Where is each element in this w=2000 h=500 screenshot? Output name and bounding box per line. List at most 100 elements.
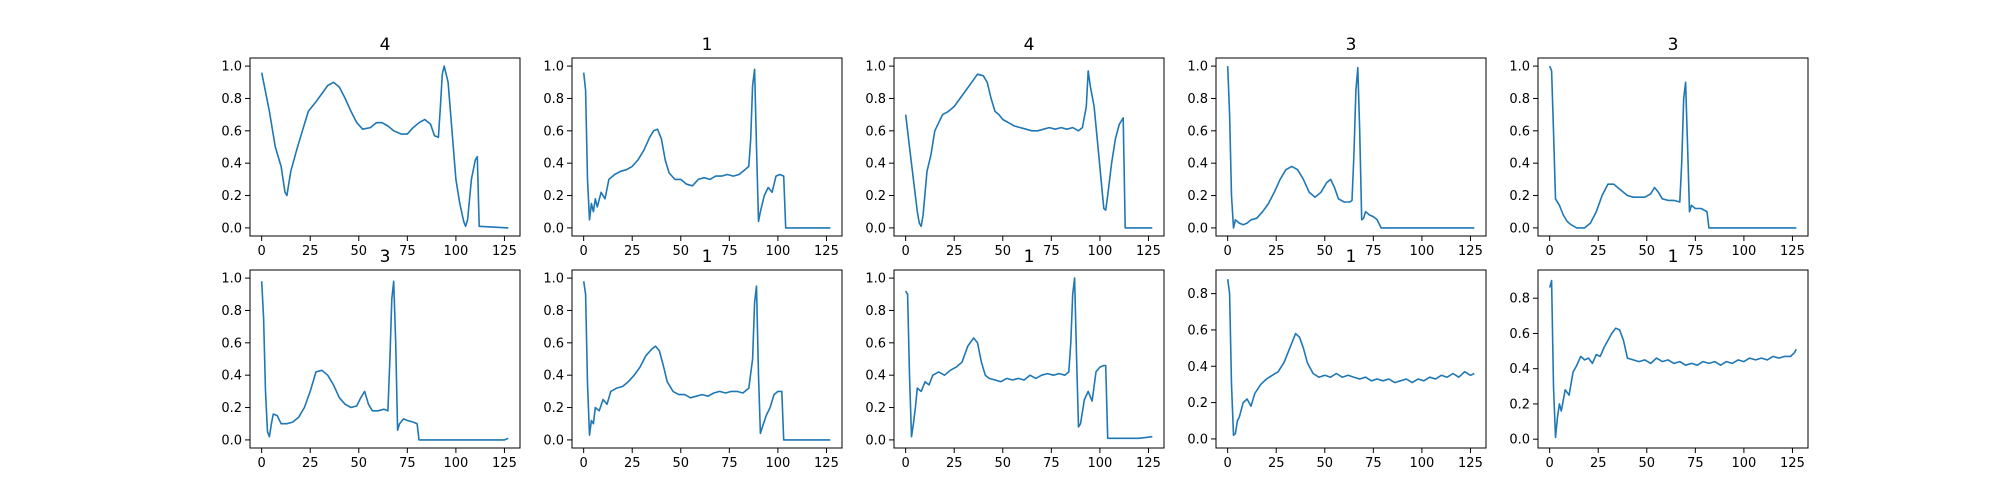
y-tick-label: 1.0 xyxy=(543,60,564,75)
x-tick-label: 100 xyxy=(443,244,468,259)
series-line xyxy=(1548,279,1798,439)
y-tick-label: 0.0 xyxy=(1509,433,1530,448)
x-tick-label: 0 xyxy=(258,456,266,471)
subplot-title: 3 xyxy=(1346,35,1357,55)
series-line xyxy=(260,65,509,229)
subplot-title: 3 xyxy=(380,247,391,267)
x-tick-label: 50 xyxy=(1317,456,1334,471)
subplot-title: 1 xyxy=(702,35,713,55)
x-tick-label: 100 xyxy=(765,456,790,471)
y-tick-label: 0.2 xyxy=(1187,396,1208,411)
x-tick-label: 100 xyxy=(1731,456,1756,471)
series-line xyxy=(260,280,509,441)
y-tick-label: 0.2 xyxy=(865,401,886,416)
y-tick-label: 0.4 xyxy=(543,369,564,384)
y-tick-label: 0.4 xyxy=(1509,362,1530,377)
y-tick-label: 0.8 xyxy=(221,304,242,319)
x-tick-label: 125 xyxy=(1458,456,1483,471)
x-tick-label: 25 xyxy=(1268,456,1285,471)
x-tick-label: 50 xyxy=(673,456,690,471)
subplot-6: 3 0 25 50 75 100 125 0.0 0.2 0.4 0.6 0.8 1.0 xyxy=(221,247,521,471)
x-tick-label: 100 xyxy=(1731,244,1756,259)
subplot-title: 4 xyxy=(1024,35,1035,55)
x-tick-label: 75 xyxy=(1043,456,1060,471)
x-tick-label: 75 xyxy=(721,244,738,259)
y-tick-label: 1.0 xyxy=(221,272,242,287)
x-tick-label: 50 xyxy=(351,456,368,471)
subplot-title: 3 xyxy=(1668,35,1679,55)
x-tick-label: 125 xyxy=(492,456,517,471)
x-tick-label: 125 xyxy=(814,244,839,259)
subplot-10: 1 0 25 50 75 100 125 0.0 0.2 0.4 0.6 0.8 xyxy=(1509,247,1809,471)
series-line xyxy=(582,68,831,229)
y-tick-label: 0.8 xyxy=(221,92,242,107)
y-tick-label: 0.8 xyxy=(865,304,886,319)
y-tick-label: 0.0 xyxy=(1187,221,1208,236)
x-tick-label: 50 xyxy=(673,244,690,259)
y-tick-label: 0.4 xyxy=(221,369,242,384)
subplot-4: 3 0 25 50 75 100 125 0.0 0.2 0.4 0.6 0.8 1.0 xyxy=(1187,35,1487,259)
x-tick-label: 100 xyxy=(1409,244,1434,259)
x-tick-label: 0 xyxy=(902,244,910,259)
axes-frame xyxy=(1215,269,1487,449)
y-tick-label: 0.4 xyxy=(1187,157,1208,172)
y-tick-label: 0.6 xyxy=(1509,327,1530,342)
x-tick-label: 75 xyxy=(1687,456,1704,471)
series-line xyxy=(905,277,1153,440)
axes-frame xyxy=(1537,269,1809,449)
x-tick-label: 125 xyxy=(1136,456,1161,471)
y-tick-label: 0.2 xyxy=(1187,189,1208,204)
y-tick-label: 1.0 xyxy=(865,60,886,75)
y-tick-label: 0.4 xyxy=(1187,360,1208,375)
x-tick-label: 75 xyxy=(1365,456,1382,471)
x-tick-label: 75 xyxy=(721,456,738,471)
x-tick-label: 0 xyxy=(580,456,588,471)
x-tick-label: 125 xyxy=(1780,244,1805,259)
x-tick-label: 75 xyxy=(399,456,416,471)
y-tick-label: 0.6 xyxy=(1187,323,1208,338)
x-tick-label: 75 xyxy=(1365,244,1382,259)
y-tick-label: 1.0 xyxy=(1187,60,1208,75)
x-tick-label: 125 xyxy=(492,244,517,259)
axes-frame xyxy=(893,269,1165,449)
series-line xyxy=(1548,65,1797,229)
subplot-title: 1 xyxy=(702,247,713,267)
y-tick-label: 0.8 xyxy=(1509,292,1530,307)
y-tick-label: 1.0 xyxy=(865,272,886,287)
y-tick-label: 0.0 xyxy=(221,221,242,236)
x-tick-label: 25 xyxy=(1590,244,1607,259)
y-tick-label: 0.4 xyxy=(221,157,242,172)
x-tick-label: 25 xyxy=(1590,456,1607,471)
subplot-title: 1 xyxy=(1346,247,1357,267)
x-tick-label: 50 xyxy=(995,456,1012,471)
subplot-3: 4 0 25 50 75 100 125 0.0 0.2 0.4 0.6 0.8 1.0 xyxy=(865,35,1165,259)
x-tick-label: 75 xyxy=(1043,244,1060,259)
x-tick-label: 25 xyxy=(1268,244,1285,259)
x-tick-label: 100 xyxy=(1087,244,1112,259)
y-tick-label: 1.0 xyxy=(221,60,242,75)
y-tick-label: 0.6 xyxy=(543,336,564,351)
x-tick-label: 0 xyxy=(1546,244,1554,259)
y-tick-label: 0.8 xyxy=(1509,92,1530,107)
y-tick-label: 0.6 xyxy=(543,124,564,139)
y-tick-label: 0.4 xyxy=(865,157,886,172)
x-tick-label: 125 xyxy=(1136,244,1161,259)
y-tick-label: 0.0 xyxy=(543,433,564,448)
x-tick-label: 125 xyxy=(1780,456,1805,471)
y-tick-label: 0.6 xyxy=(221,124,242,139)
subplot-9: 1 0 25 50 75 100 125 0.0 0.2 0.4 0.6 0.8 xyxy=(1187,247,1487,471)
x-tick-label: 0 xyxy=(580,244,588,259)
x-tick-label: 100 xyxy=(1409,456,1434,471)
y-tick-label: 0.2 xyxy=(221,189,242,204)
subplot-title: 1 xyxy=(1024,247,1035,267)
y-tick-label: 0.4 xyxy=(543,157,564,172)
x-tick-label: 50 xyxy=(1639,456,1656,471)
y-tick-label: 0.0 xyxy=(865,433,886,448)
y-tick-label: 0.6 xyxy=(1187,124,1208,139)
y-tick-label: 0.8 xyxy=(1187,287,1208,302)
y-tick-label: 0.0 xyxy=(1509,221,1530,236)
x-tick-label: 25 xyxy=(946,244,963,259)
x-tick-label: 100 xyxy=(443,456,468,471)
x-tick-label: 50 xyxy=(351,244,368,259)
